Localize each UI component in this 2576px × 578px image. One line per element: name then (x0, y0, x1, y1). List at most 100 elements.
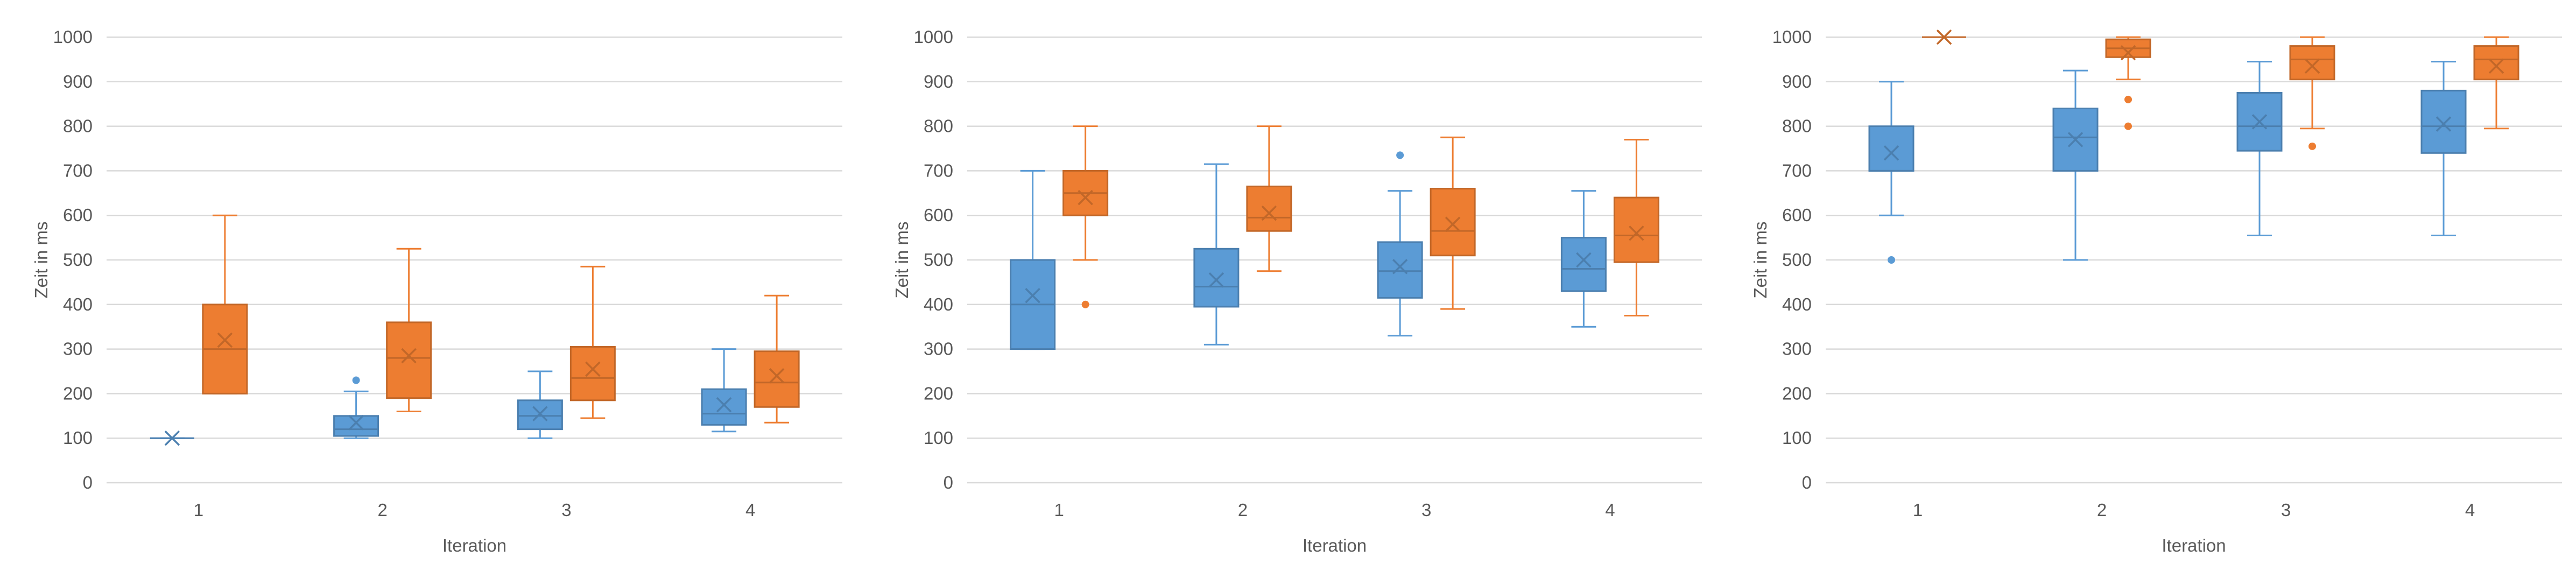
mean-marker (1883, 145, 1899, 161)
x-tick-label: 3 (1421, 500, 1431, 520)
y-tick-label: 300 (924, 339, 953, 359)
y-tick-label: 0 (1802, 473, 1812, 492)
y-tick-label: 500 (1782, 250, 1812, 270)
box-iqr (1377, 241, 1423, 299)
box-series-2-iter-2 (1246, 125, 1292, 272)
boxplot-chart-2: 0 100 200 300 400 500 600 700 800 900 1000 1 2 3 4 Iter… (892, 27, 1702, 555)
box-iqr (569, 346, 616, 401)
y-tick-label: 700 (1782, 160, 1812, 180)
box-iqr (1613, 196, 1659, 263)
mean-marker (2120, 45, 2136, 61)
y-tick-label: 400 (924, 294, 953, 314)
x-tick-label: 4 (745, 500, 755, 520)
box-series-1-iter-4 (2420, 61, 2467, 236)
y-tick-label: 100 (924, 428, 953, 448)
mean-marker (1261, 205, 1277, 221)
y-tick-label: 100 (1782, 428, 1812, 448)
box-series-2-iter-3 (1430, 136, 1476, 310)
mean-marker (585, 361, 601, 377)
box-iqr (333, 415, 379, 437)
x-tick-label: 1 (1913, 500, 1923, 520)
mean-marker (1936, 29, 1952, 45)
box-series-2-iter-1 (1922, 29, 1966, 45)
box-iqr (1246, 185, 1292, 232)
x-tick-label: 2 (2097, 500, 2107, 520)
mean-marker (2067, 132, 2084, 147)
x-axis-title: Iteration (1303, 535, 1367, 555)
x-axis-title: Iteration (2162, 535, 2226, 555)
y-tick-label: 900 (1782, 72, 1812, 91)
y-tick-label: 900 (63, 72, 93, 91)
y-tick-label: 800 (1782, 116, 1812, 136)
x-tick-label: 4 (1605, 500, 1615, 520)
y-tick-label: 600 (1782, 205, 1812, 225)
outlier-point (352, 376, 360, 384)
y-axis-title: Zeit in ms (892, 221, 912, 298)
y-tick-label: 700 (63, 160, 93, 180)
box-series-1-iter-2 (1193, 163, 1240, 346)
box-series-1-iter-1 (1868, 81, 1915, 264)
y-tick-label: 800 (924, 116, 953, 136)
box-series-2-iter-2 (2105, 36, 2151, 130)
box-iqr (1560, 237, 1607, 292)
outlier-point (2308, 142, 2316, 150)
x-tick-label: 3 (561, 500, 571, 520)
y-tick-label: 400 (63, 294, 93, 314)
box-series-1-iter-1 (150, 430, 194, 446)
box-series-2-iter-3 (569, 265, 616, 419)
box-series-1-iter-4 (1560, 190, 1607, 328)
mean-marker (217, 332, 233, 348)
x-axis-title: Iteration (442, 535, 506, 555)
box-iqr (2420, 89, 2467, 154)
mean-marker (348, 414, 364, 431)
boxplot-chart-1: 0 100 200 300 400 500 600 700 800 900 1000 1 2 3 4 Iter… (31, 27, 842, 555)
y-tick-label: 1000 (1772, 27, 1812, 47)
mean-marker (401, 348, 417, 364)
y-tick-label: 500 (63, 250, 93, 270)
outlier-point (1396, 151, 1404, 159)
mean-marker (1576, 252, 1592, 268)
box-iqr (386, 321, 432, 399)
box-series-1-iter-4 (701, 348, 747, 433)
mean-marker (1629, 225, 1644, 241)
y-tick-label: 500 (924, 250, 953, 270)
y-tick-label: 200 (924, 383, 953, 403)
x-tick-label: 2 (377, 500, 387, 520)
box-series-2-iter-4 (2473, 36, 2519, 130)
box-series-2-iter-4 (754, 294, 800, 424)
mean-marker (532, 406, 548, 421)
box-iqr (754, 350, 800, 408)
y-tick-label: 300 (63, 339, 93, 359)
box-series-1-iter-3 (517, 370, 563, 439)
box-iqr (2289, 45, 2335, 81)
mean-marker (2304, 58, 2320, 74)
y-tick-label: 200 (63, 383, 93, 403)
mean-marker (1078, 189, 1093, 206)
box-series-2-iter-3 (2289, 36, 2335, 150)
box-series-1-iter-3 (1377, 151, 1423, 337)
box-iqr (1193, 248, 1240, 308)
y-tick-label: 0 (944, 473, 953, 492)
y-tick-label: 200 (1782, 383, 1812, 403)
box-series-2-iter-1 (202, 214, 248, 394)
x-tick-label: 2 (1238, 500, 1248, 520)
mean-marker (1208, 272, 1224, 288)
box-iqr (701, 388, 747, 426)
box-series-2-iter-2 (386, 248, 432, 413)
mean-marker (2488, 58, 2504, 74)
y-tick-label: 600 (63, 205, 93, 225)
box-iqr (1430, 188, 1476, 257)
mean-marker (164, 430, 180, 446)
mean-marker (2436, 116, 2452, 132)
mean-marker (1445, 216, 1461, 232)
y-tick-label: 800 (63, 116, 93, 136)
mean-marker (716, 397, 732, 413)
y-axis-title: Zeit in ms (1750, 221, 1770, 298)
y-tick-label: 1000 (53, 27, 93, 47)
box-iqr (2052, 107, 2099, 172)
box-iqr (1868, 125, 1915, 172)
y-tick-label: 900 (924, 72, 953, 91)
box-series-1-iter-3 (2236, 61, 2283, 236)
box-iqr (2473, 45, 2519, 81)
